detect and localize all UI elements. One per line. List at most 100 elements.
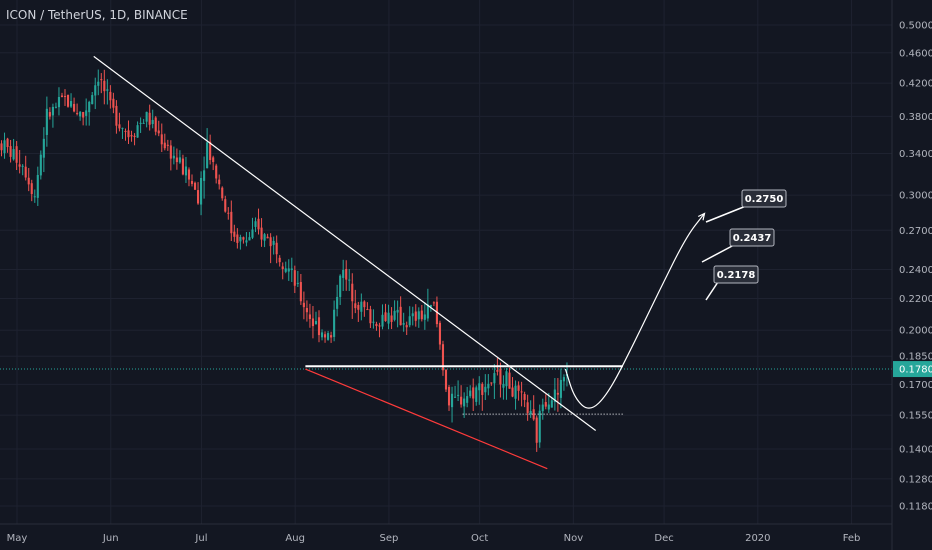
candle-body <box>311 318 315 327</box>
lower-support-line[interactable] <box>305 368 548 470</box>
candle-body <box>523 394 526 400</box>
candle-body <box>269 237 272 247</box>
candle-body <box>417 311 420 320</box>
target-callouts: 0.2750 0.2437 0.2178 <box>701 189 787 301</box>
candle-body <box>487 383 490 389</box>
candle-body <box>330 335 333 338</box>
candle-body <box>121 127 124 129</box>
candle-body <box>133 135 136 137</box>
candle-body <box>224 199 227 212</box>
time-tick-label: Aug <box>285 533 305 544</box>
candle-body <box>320 332 324 338</box>
price-tick-label: 0.1400 <box>899 445 932 456</box>
candle-body <box>305 308 308 313</box>
candle-body <box>12 149 15 160</box>
candle-body <box>517 385 520 391</box>
candle-body <box>196 190 200 204</box>
projection-path[interactable] <box>564 213 706 409</box>
candles <box>0 69 569 452</box>
candle-body <box>193 182 197 190</box>
candle-body <box>423 314 426 320</box>
candle-body <box>212 157 215 163</box>
candle-body <box>293 270 296 286</box>
candle-body <box>508 372 511 389</box>
callout-pointer <box>701 244 735 263</box>
candle-body <box>272 240 275 245</box>
price-tick-label: 0.5000 <box>899 21 932 32</box>
time-tick-label: Oct <box>471 533 488 544</box>
candle-body <box>203 170 206 181</box>
candle-body <box>287 268 290 272</box>
candle-body <box>42 138 45 158</box>
price-tick-label: 0.2200 <box>899 294 932 305</box>
candle-body <box>396 309 399 313</box>
projection-arrowhead <box>697 212 706 221</box>
candle-body <box>263 234 266 241</box>
candle-body <box>454 396 457 398</box>
candle-body <box>354 303 357 309</box>
candle-body <box>526 402 529 413</box>
candle-body <box>236 234 239 243</box>
candle-body <box>432 302 435 304</box>
candle-body <box>333 309 336 337</box>
candle-body <box>402 323 405 325</box>
candle-body <box>381 314 384 327</box>
candle-body <box>76 113 79 115</box>
candle-body <box>118 124 121 129</box>
candle-body <box>520 391 523 393</box>
candle-body <box>360 301 363 312</box>
candle-body <box>502 383 505 388</box>
candle-body <box>466 396 469 403</box>
price-tick-label: 0.2400 <box>899 265 932 276</box>
candle-body <box>45 108 48 135</box>
candle-body <box>460 396 463 405</box>
candle-body <box>351 283 354 302</box>
target-callout: 0.2437 <box>701 228 775 263</box>
candle-body <box>375 323 378 327</box>
price-axis[interactable]: 0.5000 0.4600 0.4200 0.3800 0.3400 0.3000 0.27… <box>893 21 932 513</box>
candle-body <box>490 382 493 384</box>
candle-body <box>308 314 311 319</box>
candle-body <box>399 306 402 326</box>
candle-body <box>342 269 345 278</box>
candle-body <box>148 112 151 125</box>
candle-body <box>18 164 21 167</box>
candle-body <box>366 309 369 311</box>
candle-body <box>275 242 278 255</box>
candle-body <box>60 95 64 98</box>
descending-trendline[interactable] <box>93 55 597 432</box>
candle-body <box>82 111 85 118</box>
candle-body <box>124 130 127 132</box>
time-tick-label: Nov <box>564 533 584 544</box>
candle-body <box>559 379 562 398</box>
candle-body <box>339 275 342 298</box>
price-tick-label: 0.1280 <box>899 474 932 485</box>
price-tick-label: 0.3800 <box>899 112 932 123</box>
candle-body <box>284 268 287 272</box>
candle-body <box>463 398 466 407</box>
candle-body <box>505 371 508 387</box>
candle-body <box>109 91 112 101</box>
candle-body <box>414 311 417 321</box>
candle-body <box>218 179 221 185</box>
candle-body <box>106 89 109 91</box>
candle-body <box>157 130 160 134</box>
time-axis[interactable]: May Jun Jul Aug Sep Oct Nov Dec 2020 Feb <box>7 533 861 544</box>
candle-body <box>345 268 348 280</box>
price-tick-label: 0.2700 <box>899 226 932 237</box>
candle-body <box>103 80 106 92</box>
candle-body <box>444 369 448 390</box>
candle-body <box>69 101 73 107</box>
candle-body <box>0 143 3 151</box>
time-tick-label: Sep <box>379 533 398 544</box>
candle-body <box>429 304 432 307</box>
candle-body <box>299 282 302 302</box>
candle-body <box>166 144 169 146</box>
candle-body <box>230 211 233 234</box>
candle-body <box>372 321 375 323</box>
candle-body <box>172 155 175 159</box>
candle-body <box>511 387 514 397</box>
price-tick-label: 0.1180 <box>899 502 932 513</box>
candle-body <box>88 101 91 113</box>
